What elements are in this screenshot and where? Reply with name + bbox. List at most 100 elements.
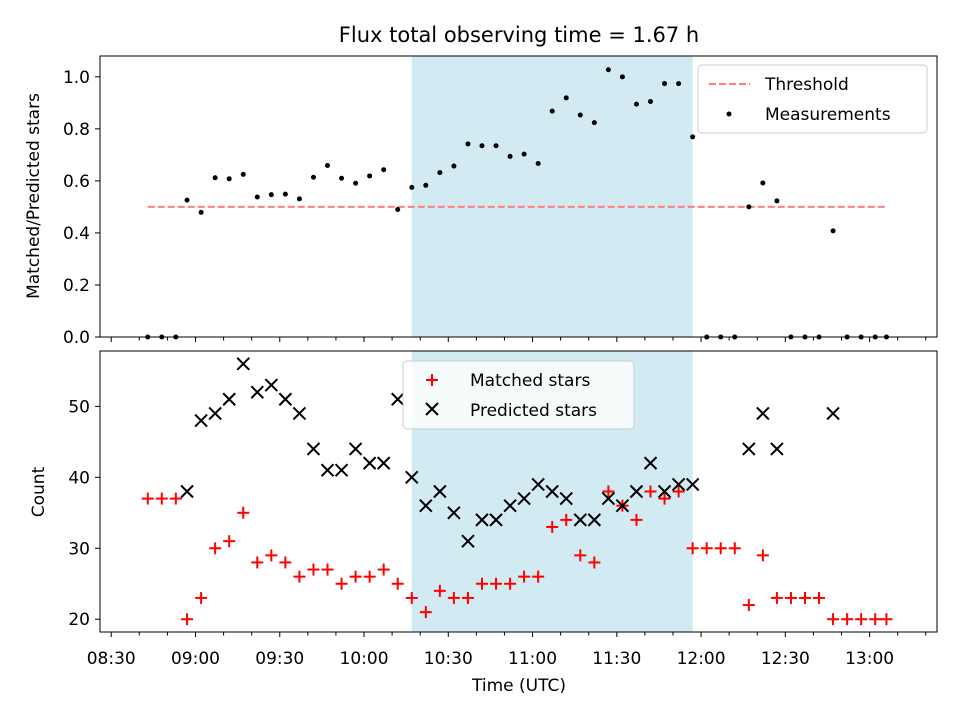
measurement-point	[563, 95, 569, 101]
matched-star-point	[169, 492, 182, 505]
bottom-x-ticks: 08:30 09:00 09:30 10:00 10:30 11:00 11:30 12:00…	[87, 632, 927, 669]
matched-star-point	[405, 591, 418, 604]
bottom-legend-box	[402, 360, 635, 430]
predicted-star-point	[292, 406, 307, 421]
matched-star-point	[321, 563, 334, 576]
matched-star-point	[658, 492, 671, 505]
predicted-star-point	[770, 442, 784, 456]
bottom-y-tick-label: 50	[68, 397, 90, 417]
predicted-star-point	[615, 498, 630, 513]
predicted-star-point	[222, 392, 236, 406]
top-y-ticks: 0.0 0.2 0.4 0.6 0.8 1.0	[63, 68, 100, 348]
matched-star-point	[630, 513, 643, 526]
measurement-point	[591, 120, 597, 126]
matched-star-point	[784, 591, 797, 604]
x-tick-label: 11:30	[592, 649, 641, 669]
measurement-point	[437, 170, 443, 176]
matched-star-point	[574, 549, 587, 562]
predicted-star-point	[461, 534, 475, 548]
matched-stars-layer	[141, 485, 893, 626]
matched-star-point	[293, 570, 306, 583]
matched-star-point	[461, 591, 474, 604]
predicted-star-point	[419, 498, 433, 513]
measurement-point	[226, 176, 232, 182]
measurement-point	[268, 192, 274, 198]
predicted-star-point	[405, 470, 419, 485]
predicted-star-point	[545, 484, 559, 499]
bottom-legend: Matched stars Predicted stars	[402, 360, 635, 430]
measurement-point	[282, 191, 288, 197]
matched-star-point	[279, 556, 292, 569]
x-tick-label: 10:30	[424, 649, 473, 669]
measurement-point	[619, 74, 625, 80]
legend-matched-label: Matched stars	[470, 371, 590, 391]
matched-star-point	[209, 542, 222, 555]
predicted-star-point	[587, 513, 602, 527]
predicted-star-point	[756, 406, 770, 421]
predicted-star-point	[180, 484, 194, 499]
measurement-point	[409, 184, 415, 190]
matched-star-point	[490, 577, 503, 590]
x-tick-label: 13:00	[845, 649, 894, 669]
bottom-y-tick-label: 20	[68, 610, 90, 630]
matched-star-point	[223, 535, 236, 548]
x-tick-label: 11:00	[508, 649, 557, 669]
predicted-star-point	[826, 406, 840, 421]
measurement-point	[507, 153, 513, 159]
matched-star-point	[141, 492, 154, 505]
measurement-point	[479, 143, 485, 149]
matched-star-point	[251, 556, 264, 569]
x-axis-label: Time (UTC)	[471, 676, 566, 696]
matched-star-point	[798, 591, 811, 604]
matched-star-point	[644, 485, 657, 498]
x-tick-label: 09:30	[255, 649, 304, 669]
matched-star-point	[265, 549, 278, 562]
predicted-star-point	[348, 442, 363, 456]
bottom-axes-frame	[99, 350, 938, 633]
bottom-y-axis-label: Count	[29, 466, 49, 517]
measurement-point	[676, 81, 682, 87]
predicted-star-point	[362, 456, 377, 470]
measurement-point	[254, 194, 260, 200]
predicted-star-point	[433, 484, 447, 499]
predicted-star-point	[685, 477, 700, 492]
top-axes-frame	[99, 55, 938, 338]
predicted-star-point	[517, 491, 531, 506]
measurement-point	[367, 173, 373, 179]
measurement-point	[760, 180, 766, 186]
matched-star-point	[672, 485, 685, 498]
predicted-star-point	[643, 456, 658, 470]
legend-threshold-label: Threshold	[764, 75, 849, 95]
predicted-star-point	[376, 456, 391, 470]
x-tick-label: 12:00	[677, 649, 726, 669]
x-tick-label: 12:30	[761, 649, 810, 669]
predicted-star-point	[489, 513, 503, 527]
measurement-point	[353, 180, 359, 186]
measurement-point	[198, 209, 204, 215]
measurement-point	[521, 151, 527, 157]
matched-star-point	[827, 613, 840, 626]
matched-star-point	[714, 542, 727, 555]
measurement-point	[310, 174, 316, 180]
x-tick-label: 10:00	[340, 649, 389, 669]
matched-star-point	[447, 591, 460, 604]
measurement-point	[240, 171, 246, 177]
matched-star-point	[475, 577, 488, 590]
measurement-point	[423, 182, 429, 188]
predicted-star-point	[742, 442, 756, 456]
matched-star-point	[237, 506, 250, 519]
matched-star-point	[504, 577, 517, 590]
bottom-y-tick-label: 30	[68, 539, 90, 559]
matched-star-point	[588, 556, 601, 569]
measurement-point	[746, 204, 752, 210]
matched-star-point	[756, 549, 769, 562]
predicted-star-point	[391, 392, 405, 406]
legend-measurements-label: Measurements	[765, 105, 891, 125]
predicted-star-point	[278, 392, 293, 406]
measurement-point	[690, 134, 696, 140]
measurement-point	[662, 81, 668, 87]
matched-star-point	[419, 606, 432, 619]
legend-measurements-swatch	[726, 111, 732, 117]
top-y-tick-label: 0.2	[63, 276, 90, 296]
